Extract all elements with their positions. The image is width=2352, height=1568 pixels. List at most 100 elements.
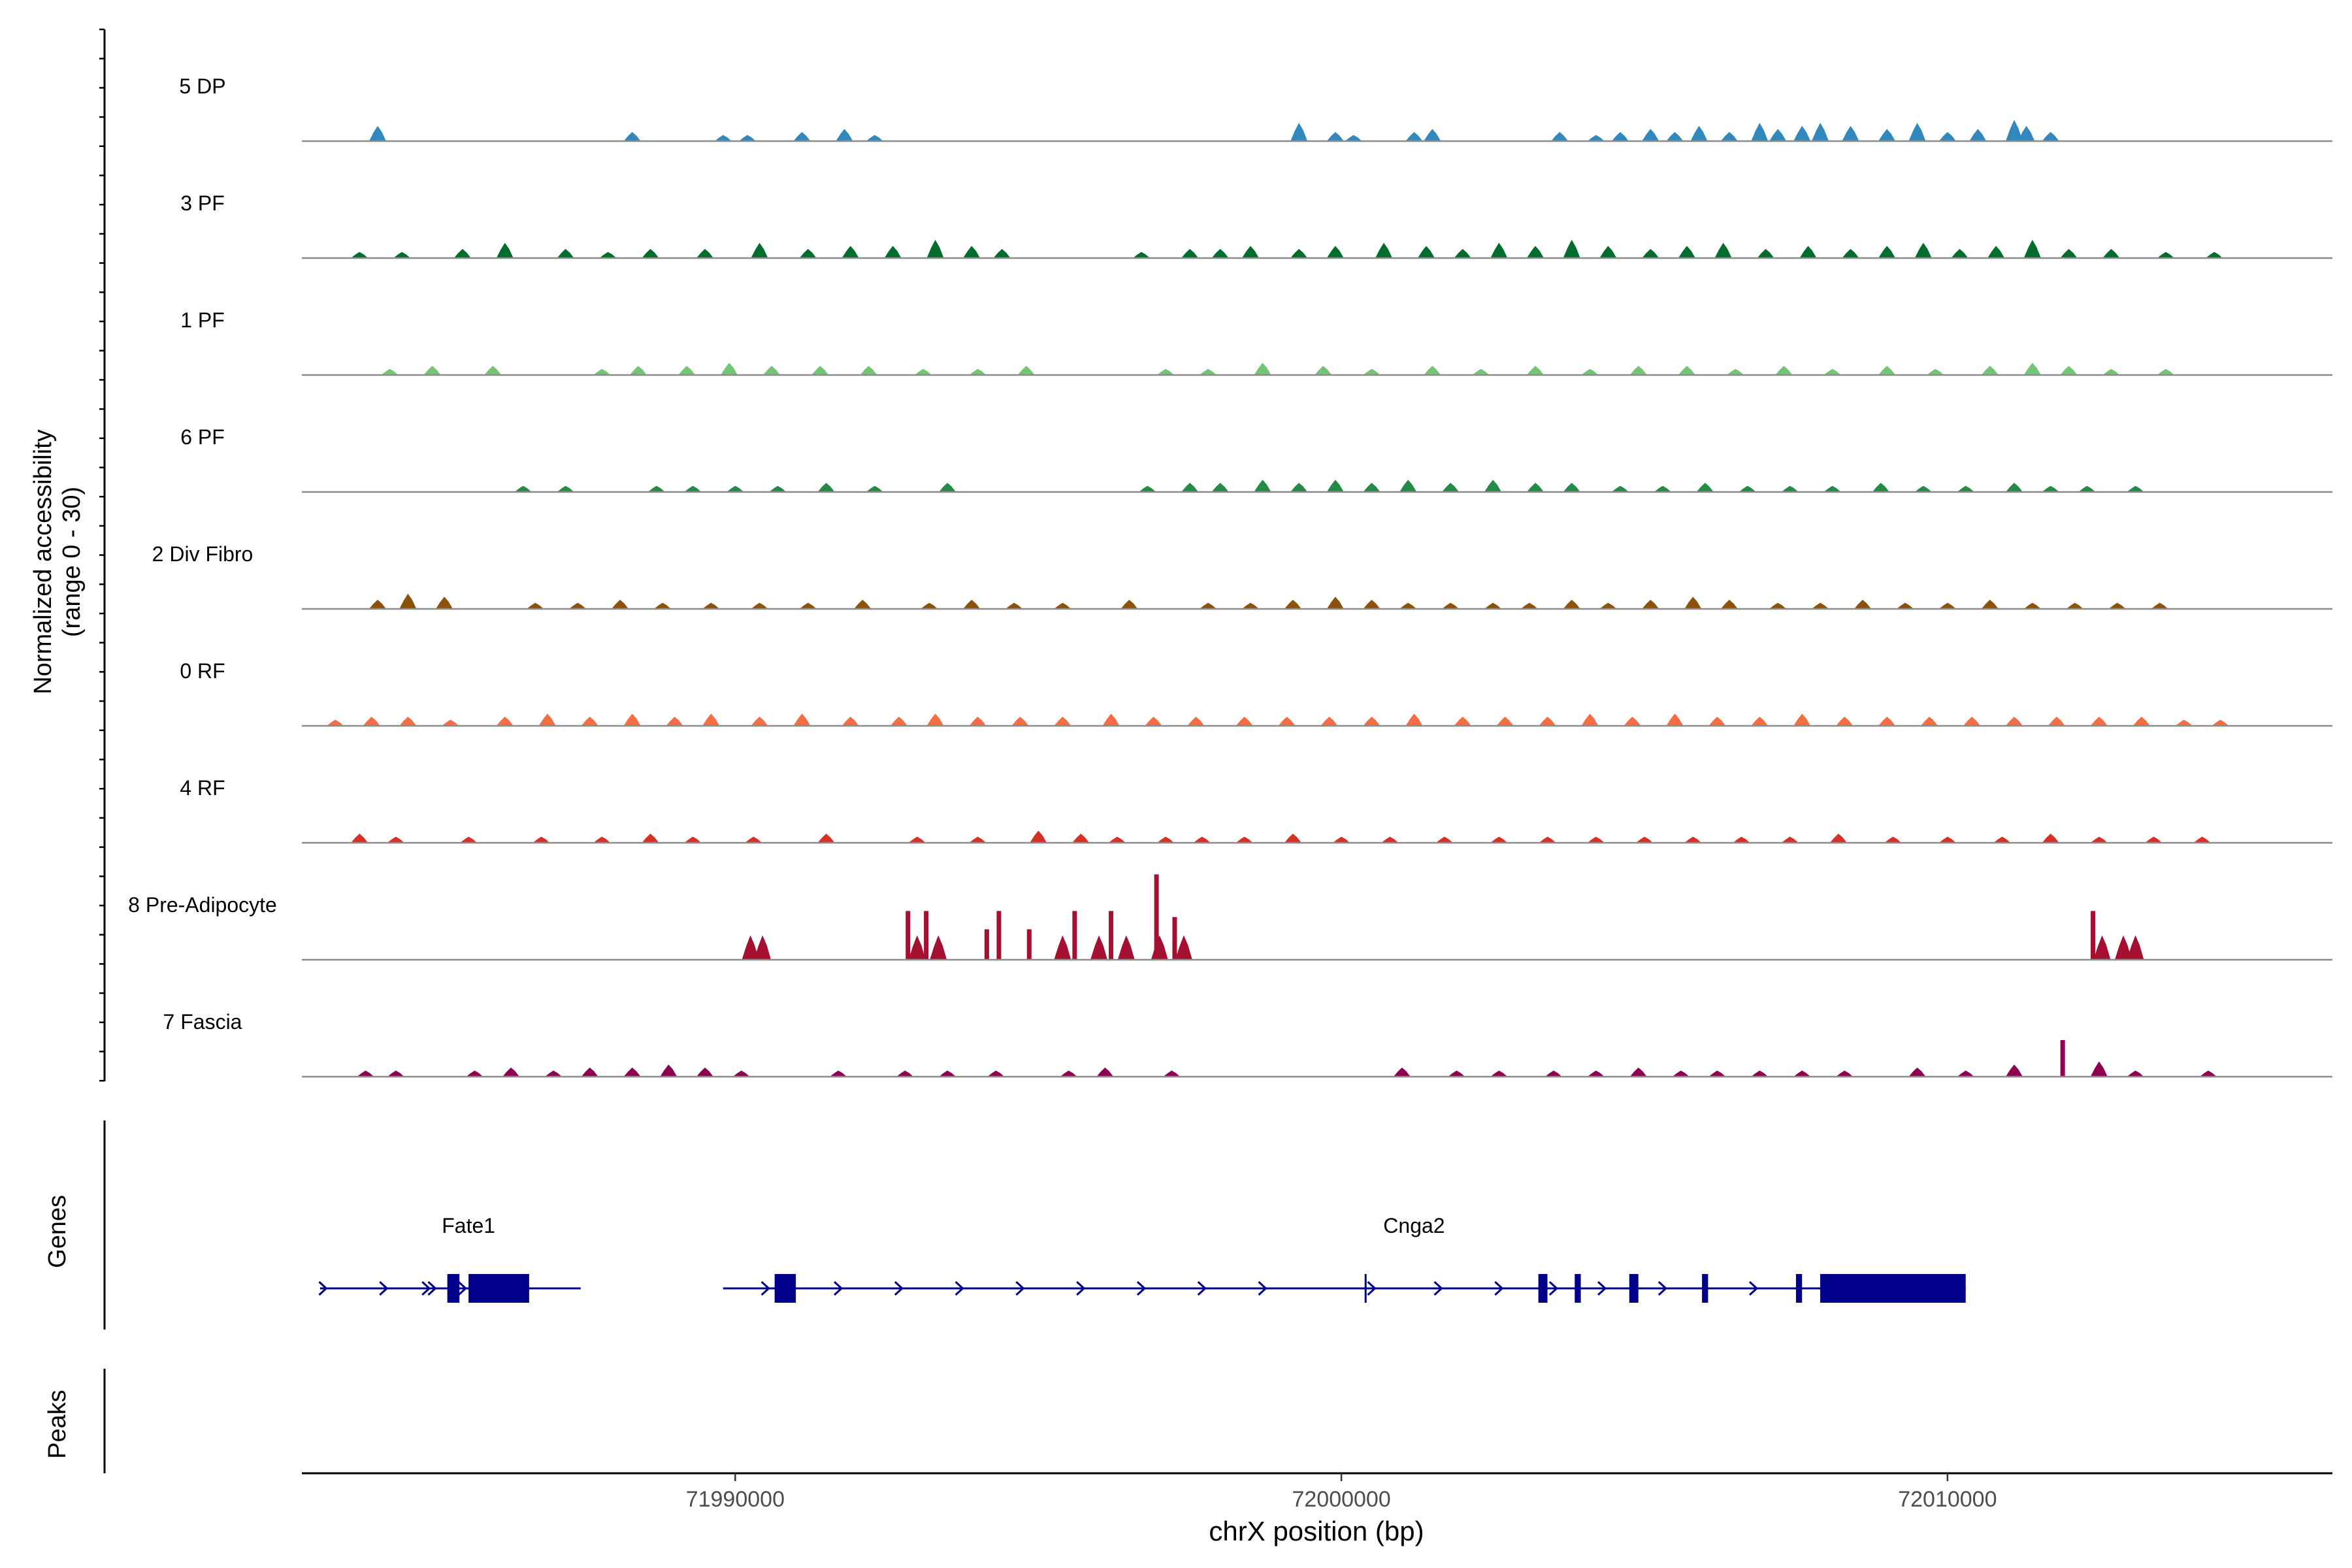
peak-mark (1442, 602, 1460, 609)
track-label: 2 Div Fibro (152, 542, 253, 566)
peak-mark (696, 1068, 713, 1077)
peak-mark (727, 485, 744, 492)
peak-mark (2078, 485, 2096, 492)
peak-mark (1026, 929, 1032, 960)
peak-mark (1472, 368, 1490, 375)
peak-mark (1878, 717, 1896, 726)
peak-mark (1193, 836, 1211, 843)
peak-mark (1751, 123, 1769, 141)
peak-mark (1708, 1070, 1726, 1077)
peak-mark (647, 485, 665, 492)
peak-mark (1320, 717, 1338, 726)
peak-mark (2157, 368, 2174, 375)
peak-mark (1424, 129, 1441, 141)
strand-arrow (427, 1281, 437, 1296)
track-label: 4 RF (180, 776, 225, 800)
peak-mark (1278, 717, 1296, 726)
peak-mark (1539, 717, 1556, 726)
x-tick-label: 72010000 (1898, 1487, 1997, 1512)
peak-mark (1290, 123, 1308, 141)
peak-mark (1957, 1070, 1974, 1077)
peak-mark (1769, 602, 1787, 609)
peak-mark (1145, 717, 1162, 726)
peak-mark (357, 1070, 374, 1077)
peak-mark (908, 836, 926, 843)
peak-mark (969, 368, 987, 375)
peak-mark (1241, 246, 1259, 258)
peak-mark (1581, 713, 1599, 726)
peak-mark (1117, 935, 1135, 960)
peak-mark (484, 366, 502, 375)
peak-mark (1678, 366, 1695, 375)
peak-mark (2090, 836, 2108, 843)
peak-mark (1563, 600, 1580, 609)
peak-mark (1878, 129, 1896, 141)
peak-mark (1908, 1068, 1926, 1077)
peak-mark (1690, 125, 1708, 141)
peak-mark (1629, 1068, 1647, 1077)
peak-mark (841, 717, 859, 726)
peak-mark (1908, 123, 1926, 141)
peak-mark (1720, 600, 1738, 609)
peak-mark (890, 717, 907, 726)
peak-mark (769, 485, 787, 492)
peak-mark (1733, 836, 1750, 843)
track-label: 1 PF (180, 308, 225, 332)
peak-mark (678, 366, 696, 375)
peak-mark (1599, 602, 1617, 609)
peak-mark (860, 366, 877, 375)
peak-mark (502, 1068, 520, 1077)
peak-mark (2048, 717, 2065, 726)
peak-mark (2042, 834, 2059, 843)
peak-mark (599, 252, 617, 258)
peak-mark (721, 363, 738, 375)
peak-mark (327, 719, 344, 726)
peak-mark (538, 713, 556, 726)
peak-mark (696, 249, 713, 258)
peak-mark (1799, 246, 1817, 258)
peak-mark (1187, 717, 1205, 726)
peak-mark (1921, 717, 1938, 726)
peak-mark (751, 717, 768, 726)
peak-mark (2102, 368, 2120, 375)
peak-mark (666, 717, 683, 726)
peak-mark (732, 1070, 750, 1077)
peak-mark (2042, 132, 2059, 141)
strand-arrow (318, 1281, 328, 1296)
peak-mark (1539, 836, 1556, 843)
peak-mark (1769, 129, 1787, 141)
exon-block (774, 1274, 796, 1303)
peak-mark (351, 252, 368, 258)
peak-mark (1496, 717, 1514, 726)
peak-mark (1823, 485, 1841, 492)
strand-arrow (1433, 1281, 1443, 1296)
exon-block (468, 1274, 529, 1303)
peak-mark (1757, 249, 1774, 258)
peak-mark (963, 246, 981, 258)
peak-mark (654, 602, 672, 609)
peak-mark (1254, 480, 1271, 492)
peak-mark (1448, 1070, 1465, 1077)
peak-mark (1139, 485, 1156, 492)
peak-mark (1490, 836, 1508, 843)
peak-mark (381, 368, 399, 375)
peak-mark (1720, 132, 1738, 141)
peak-mark (1812, 123, 1829, 141)
peak-mark (1842, 125, 1859, 141)
peak-mark (1181, 483, 1199, 492)
peak-mark (984, 929, 989, 960)
peak-mark (1842, 249, 1859, 258)
accessibility-tracks: 5 DP 3 PF 1 PF 6 PF 2 Div Fibro 0 RF 4 RF 8 Pre… (128, 74, 2332, 1078)
peak-mark (557, 485, 574, 492)
exon-block (1538, 1274, 1548, 1303)
peak-mark (1587, 836, 1605, 843)
peak-mark (1132, 252, 1150, 258)
peak-mark (738, 135, 756, 141)
peak-mark (1654, 485, 1671, 492)
peak-mark (2127, 1070, 2144, 1077)
peak-mark (1969, 129, 1987, 141)
track-5-dp: 5 DP (179, 74, 2332, 142)
peak-mark (1211, 249, 1229, 258)
peak-mark (1163, 1070, 1181, 1077)
peak-mark (623, 713, 641, 726)
